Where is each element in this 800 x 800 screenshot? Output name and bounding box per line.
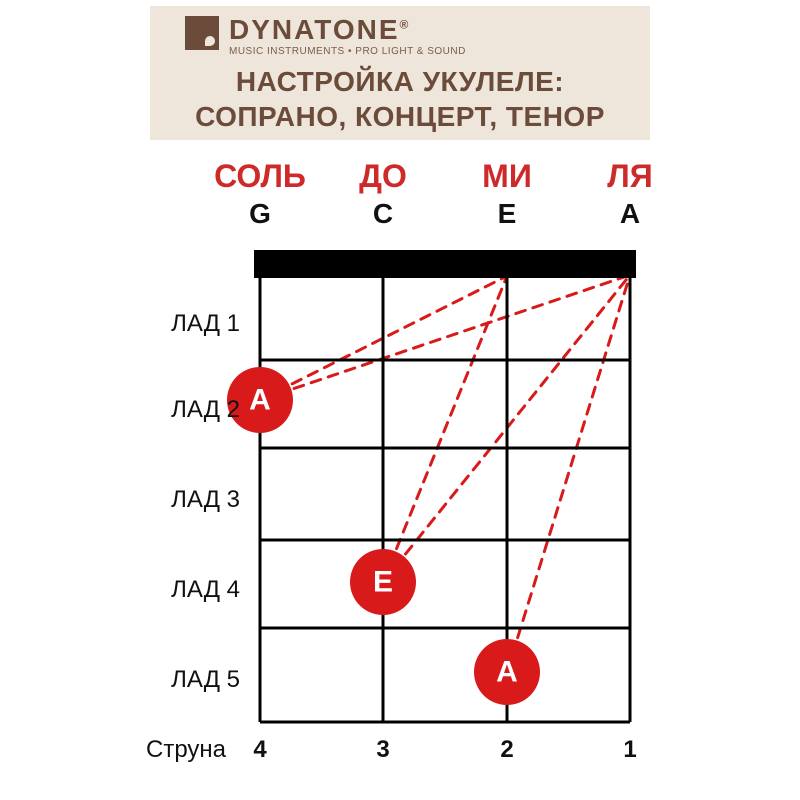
string-number-3: 3: [363, 736, 403, 764]
fret-label-3: ЛАД 3: [120, 486, 240, 514]
string-number-2: 2: [487, 736, 527, 764]
fret-label-1: ЛАД 1: [120, 310, 240, 338]
fretboard-svg: A E A: [110, 150, 670, 790]
fretboard-diagram: AEA СОЛЬGДОCМИEЛЯAЛАД 1ЛАД 2ЛАД 3ЛАД 4ЛА…: [110, 150, 670, 790]
title-line-1: НАСТРОЙКА УКУЛЕЛЕ:: [236, 66, 564, 97]
svg-text:A: A: [496, 656, 518, 689]
brand-logo-icon: [185, 16, 219, 50]
fret-label-4: ЛАД 4: [120, 576, 240, 604]
note-en-E: E: [477, 198, 537, 230]
string-row-label: Струна: [146, 736, 226, 764]
svg-text:E: E: [373, 566, 393, 599]
header-banner: DYNATONE® MUSIC INSTRUMENTS • PRO LIGHT …: [150, 6, 650, 140]
brand-text: DYNATONE: [229, 14, 400, 45]
note-ru-E: МИ: [452, 158, 562, 195]
brand-reg: ®: [400, 18, 411, 32]
note-ru-G: СОЛЬ: [205, 158, 315, 195]
string-number-4: 4: [240, 736, 280, 764]
brand-tagline: MUSIC INSTRUMENTS • PRO LIGHT & SOUND: [229, 46, 466, 57]
note-en-G: G: [230, 198, 290, 230]
fret-label-5: ЛАД 5: [120, 666, 240, 694]
page-title: НАСТРОЙКА УКУЛЕЛЕ: СОПРАНО, КОНЦЕРТ, ТЕН…: [150, 64, 650, 134]
svg-text:A: A: [249, 384, 271, 417]
note-en-C: C: [353, 198, 413, 230]
string-number-1: 1: [610, 736, 650, 764]
note-ru-C: ДО: [328, 158, 438, 195]
note-ru-A: ЛЯ: [575, 158, 685, 195]
title-line-2: СОПРАНО, КОНЦЕРТ, ТЕНОР: [195, 101, 605, 132]
note-en-A: A: [600, 198, 660, 230]
fret-label-2: ЛАД 2: [120, 396, 240, 424]
brand-lockup: DYNATONE® MUSIC INSTRUMENTS • PRO LIGHT …: [185, 16, 466, 57]
brand-name: DYNATONE®: [229, 16, 466, 44]
